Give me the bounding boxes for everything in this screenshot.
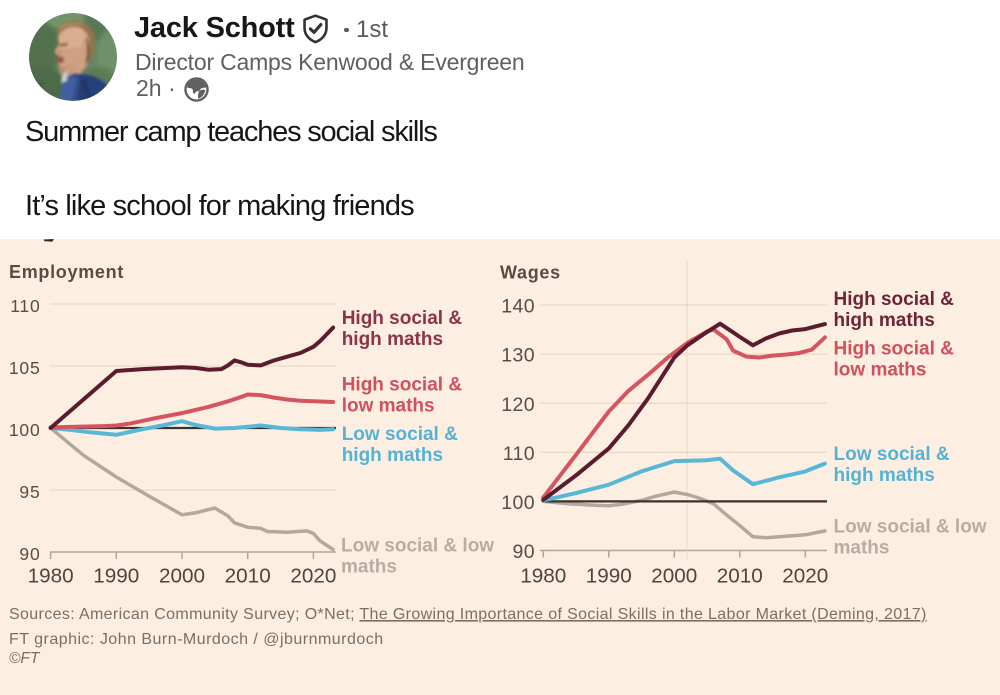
svg-text:1980: 1980 [520, 565, 566, 588]
svg-text:1980: 1980 [28, 565, 74, 588]
svg-text:100: 100 [9, 420, 41, 440]
svg-text:90: 90 [513, 541, 536, 563]
svg-text:Sources: American Community Su: Sources: American Community Survey; O*Ne… [9, 606, 927, 623]
svg-text:Employment: Employment [9, 262, 124, 282]
svg-text:2010: 2010 [225, 565, 271, 588]
svg-text:2000: 2000 [651, 565, 697, 588]
svg-text:high maths: high maths [342, 329, 443, 350]
svg-text:low maths: low maths [342, 396, 435, 417]
svg-text:Low social & low: Low social & low [834, 517, 987, 538]
svg-text:high maths: high maths [834, 465, 935, 486]
svg-text:Wages: Wages [500, 263, 561, 283]
svg-text:2020: 2020 [290, 565, 336, 588]
svg-text:High social &: High social & [342, 375, 463, 396]
svg-text:100: 100 [501, 492, 535, 514]
svg-text:FT graphic: John Burn-Murdoch: FT graphic: John Burn-Murdoch / @jburnmu… [9, 631, 384, 648]
svg-text:1990: 1990 [93, 565, 139, 588]
svg-text:High social &: High social & [834, 289, 955, 310]
svg-text:High social &: High social & [342, 308, 463, 329]
svg-text:2010: 2010 [717, 565, 763, 588]
svg-text:low maths: low maths [834, 360, 927, 381]
svg-text:maths: maths [341, 557, 397, 578]
svg-text:90: 90 [19, 544, 40, 564]
svg-text:high maths: high maths [342, 445, 443, 466]
svg-text:high maths: high maths [834, 310, 935, 331]
svg-text:140: 140 [501, 296, 535, 318]
svg-text:95: 95 [19, 482, 40, 502]
svg-text:120: 120 [501, 394, 535, 416]
svg-text:130: 130 [501, 345, 535, 367]
svg-text:©FT: ©FT [9, 650, 41, 667]
svg-text:110: 110 [503, 443, 535, 465]
svg-text:2020: 2020 [782, 565, 828, 588]
svg-text:1990: 1990 [586, 565, 632, 588]
svg-text:Low social & low: Low social & low [341, 536, 494, 557]
svg-text:Low social &: Low social & [342, 424, 458, 445]
svg-text:105: 105 [9, 358, 41, 378]
svg-text:High social &: High social & [834, 339, 955, 360]
svg-text:2000: 2000 [159, 565, 205, 588]
svg-text:110: 110 [10, 296, 40, 316]
svg-text:maths: maths [834, 538, 890, 559]
svg-text:Low social &: Low social & [834, 444, 950, 465]
